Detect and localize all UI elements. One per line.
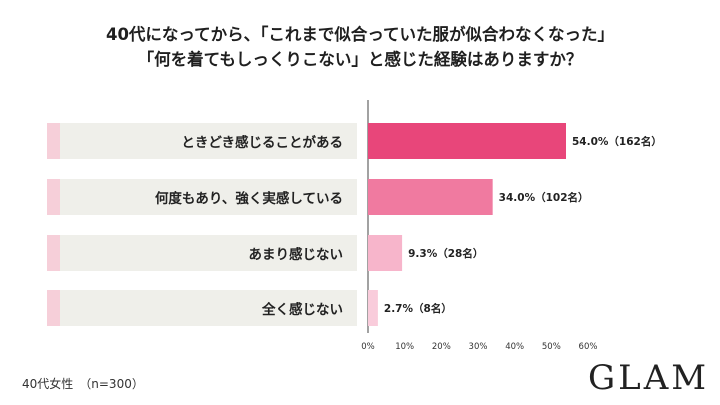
data-label-3: 2.7%（8名） xyxy=(384,302,452,315)
category-label-3: 全く感じない xyxy=(47,290,357,326)
category-label-text-2: あまり感じない xyxy=(248,247,344,263)
chart-title-line-1: 40代になってから、「これまで似合っていた服が似合わなくなった」 xyxy=(105,25,615,44)
glam-logo: GLAM xyxy=(588,358,710,398)
data-label-2: 9.3%（28名） xyxy=(408,247,483,260)
x-tick-label-5: 50% xyxy=(542,342,561,352)
x-tick-label-2: 20% xyxy=(432,342,451,352)
category-tab-3 xyxy=(47,290,60,326)
category-label-text-1: 何度もあり、強く実感している xyxy=(154,191,343,207)
category-tab-0 xyxy=(47,123,60,159)
x-tick-label-1: 10% xyxy=(395,342,414,352)
bar-3 xyxy=(368,290,378,326)
data-label-1: 34.0%（102名） xyxy=(499,191,589,204)
bar-2 xyxy=(368,235,403,271)
bar-1 xyxy=(368,179,493,215)
x-tick-label-3: 30% xyxy=(469,342,488,352)
x-tick-label-6: 60% xyxy=(579,342,598,352)
chart-title: 40代になってから、「これまで似合っていた服が似合わなくなった」 「何を着てもし… xyxy=(0,22,720,72)
category-label-text-0: ときどき感じることがある xyxy=(181,135,343,151)
category-tab-2 xyxy=(47,235,60,271)
category-label-0: ときどき感じることがある xyxy=(47,123,357,159)
bar-0 xyxy=(368,123,566,159)
category-label-text-3: 全く感じない xyxy=(262,302,343,318)
x-tick-label-0: 0% xyxy=(361,342,375,352)
category-label-1: 何度もあり、強く実感している xyxy=(47,179,357,215)
sample-note: 40代女性 （n=300） xyxy=(22,377,144,391)
category-label-2: あまり感じない xyxy=(47,235,357,271)
category-tab-1 xyxy=(47,179,60,215)
chart-title-line-2: 「何を着てもしっくりこない」と感じた経験はありますか？ xyxy=(137,50,583,69)
x-tick-label-4: 40% xyxy=(505,342,524,352)
data-label-0: 54.0%（162名） xyxy=(572,135,662,148)
